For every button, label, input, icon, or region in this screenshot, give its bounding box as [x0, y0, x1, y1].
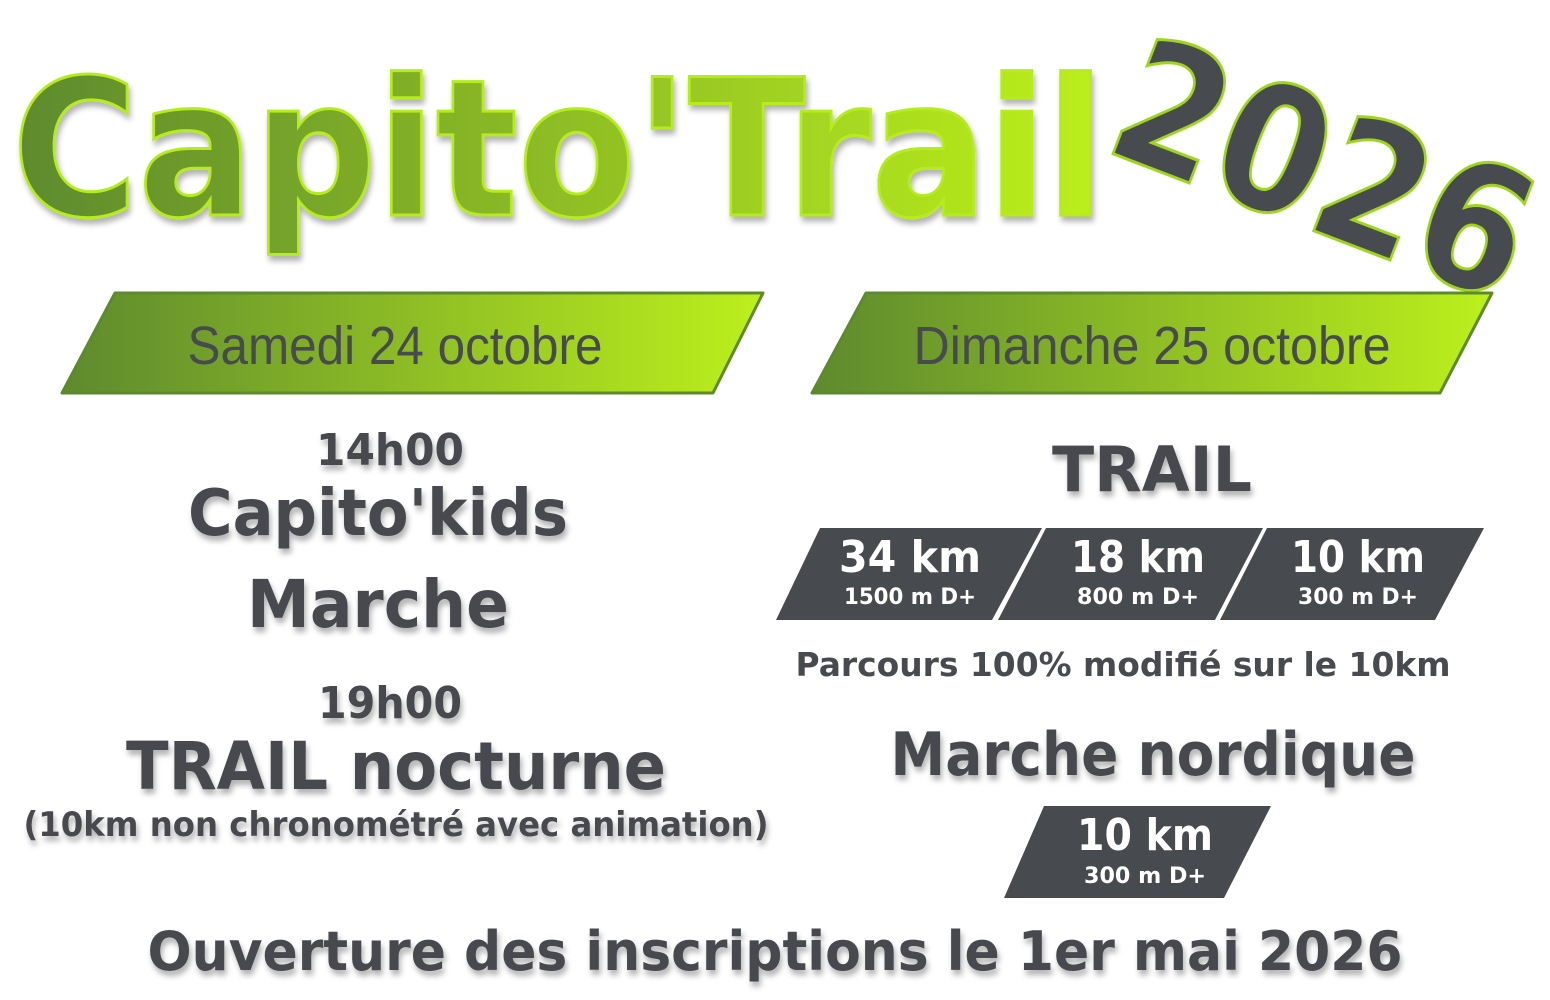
trail-distance-34km: 34 km 1500 m D+: [776, 528, 1042, 620]
kids-time: 14h00: [316, 425, 464, 476]
walk-event-name: Marche: [247, 566, 509, 643]
distance-value: 34 km: [839, 532, 981, 583]
sunday-date: Dimanche 25 octobre: [914, 316, 1391, 376]
distance-value: 18 km: [1071, 532, 1205, 583]
nordic-distance-10km: 10 km 300 m D+: [1004, 806, 1271, 898]
trail-distance-10km: 10 km 300 m D+: [1220, 528, 1484, 620]
elevation-value: 300 m D+: [1298, 585, 1418, 610]
distance-value: 10 km: [1077, 810, 1213, 861]
kids-event-name: Capito'kids: [188, 477, 568, 551]
night-time: 19h00: [318, 678, 462, 729]
saturday-date: Samedi 24 octobre: [188, 316, 603, 376]
elevation-value: 300 m D+: [1084, 864, 1206, 889]
event-year: 2026: [1087, 0, 1550, 343]
saturday-banner: Samedi 24 octobre: [60, 291, 765, 395]
event-title: Capito'Trail: [12, 39, 1105, 260]
night-trail-name: TRAIL nocturne: [126, 728, 666, 805]
elevation-value: 1500 m D+: [844, 585, 976, 610]
registration-notice: Ouverture des inscriptions le 1er mai 20…: [148, 920, 1403, 983]
trail-note: Parcours 100% modifié sur le 10km: [796, 645, 1451, 684]
trail-title: TRAIL: [1052, 433, 1252, 506]
nordic-walk-title: Marche nordique: [891, 720, 1416, 790]
sunday-banner: Dimanche 25 octobre: [810, 291, 1494, 395]
night-trail-note: (10km non chronométré avec animation): [24, 805, 769, 845]
elevation-value: 800 m D+: [1077, 585, 1199, 610]
distance-value: 10 km: [1291, 532, 1425, 583]
trail-distance-18km: 18 km 800 m D+: [998, 528, 1263, 620]
